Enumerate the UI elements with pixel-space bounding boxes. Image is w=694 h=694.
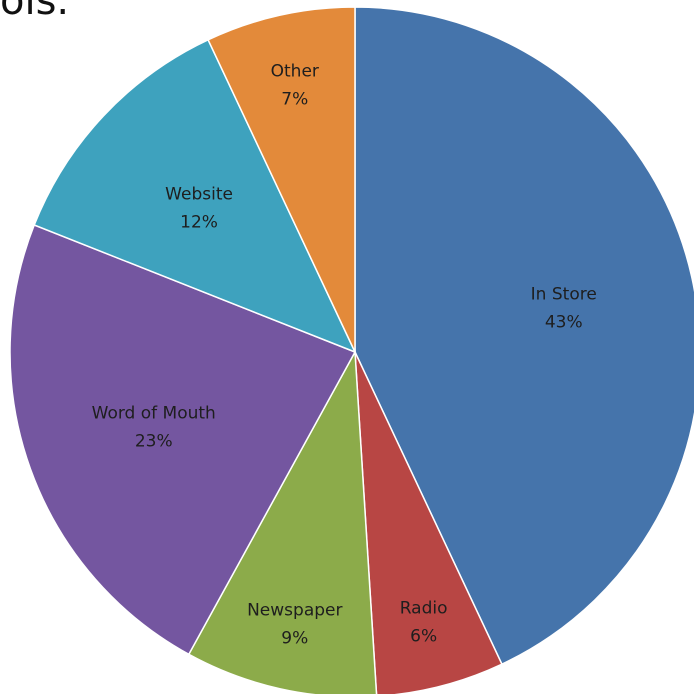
slice-label-other: Other bbox=[271, 62, 319, 82]
pie-slice-word-of-mouth bbox=[9, 224, 357, 656]
slice-label-website: Website bbox=[165, 185, 233, 205]
slice-label-in-store: In Store bbox=[531, 284, 597, 304]
slice-label-word-of-mouth: Word of Mouth bbox=[92, 403, 216, 423]
pie-slice-other bbox=[207, 6, 356, 353]
pie-slice-website bbox=[33, 38, 357, 354]
pie-labels: In Store 43% Radio 6% Newspaper 9% Word of Mou… bbox=[92, 62, 597, 649]
pie-slice-newspaper bbox=[187, 349, 378, 694]
cropped-caption-text: ols. bbox=[0, 0, 70, 24]
slice-value-newspaper: 9% bbox=[281, 628, 308, 648]
slice-value-website: 12% bbox=[180, 213, 218, 233]
slice-value-word-of-mouth: 23% bbox=[135, 431, 173, 451]
slice-label-radio: Radio bbox=[400, 598, 448, 618]
pie-slices bbox=[9, 6, 694, 694]
pie-slice-radio bbox=[354, 351, 503, 694]
slice-value-radio: 6% bbox=[410, 626, 437, 646]
slice-value-in-store: 43% bbox=[545, 312, 583, 332]
slice-label-newspaper: Newspaper bbox=[247, 600, 342, 620]
slice-value-other: 7% bbox=[281, 90, 308, 110]
pie-slice-in-store bbox=[354, 6, 694, 666]
